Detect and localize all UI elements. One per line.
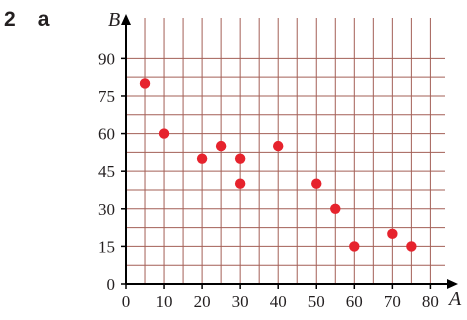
x-tick-label: 80 [422,292,439,311]
data-point [273,141,283,151]
x-tick-label: 50 [308,292,325,311]
x-tick-label: 30 [232,292,249,311]
data-point [406,241,416,251]
y-tick-label: 90 [98,49,115,68]
x-tick-label: 10 [156,292,173,311]
y-tick-label: 75 [98,87,115,106]
x-tick-label: 70 [384,292,401,311]
data-point [349,241,359,251]
y-tick-label: 45 [98,162,115,181]
data-point [140,78,150,88]
grid [126,18,445,284]
x-tick-label: 20 [194,292,211,311]
y-tick-label: 60 [98,125,115,144]
data-point [330,204,340,214]
x-tick-label: 40 [270,292,287,311]
y-tick-label: 0 [107,275,116,294]
tick-labels: 0 10 20 30 40 50 60 70 80 0 15 30 45 60 75 90 [98,49,439,311]
x-tick-label: 60 [346,292,363,311]
x-axis-label: A [447,288,462,310]
data-point [235,153,245,163]
data-point [387,229,397,239]
y-tick-label: 15 [98,237,115,256]
data-point [311,179,321,189]
data-point [159,128,169,138]
y-tick-label: 30 [98,200,115,219]
x-tick-label: 0 [122,292,131,311]
data-point [197,153,207,163]
y-axis-label: B [108,9,120,31]
data-point [235,179,245,189]
y-axis-arrow-icon [121,14,131,25]
data-point [216,141,226,151]
